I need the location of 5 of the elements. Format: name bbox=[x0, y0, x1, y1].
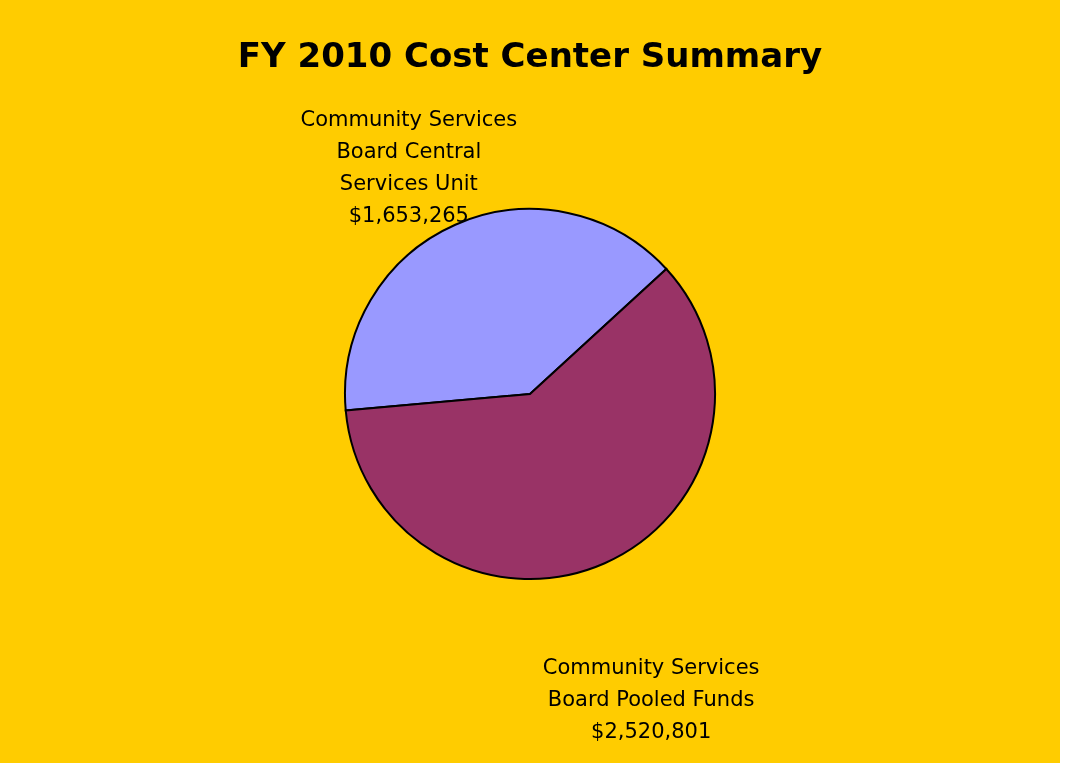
slice-label: Community Services Board Central Services Unit bbox=[300, 106, 518, 195]
chart-title: FY 2010 Cost Center Summary bbox=[237, 35, 823, 75]
slice-label: Community Services Board Pooled Funds bbox=[542, 655, 760, 712]
data-label: $2,520,801 bbox=[591, 719, 712, 744]
data-label: $1,653,265 bbox=[348, 202, 469, 227]
